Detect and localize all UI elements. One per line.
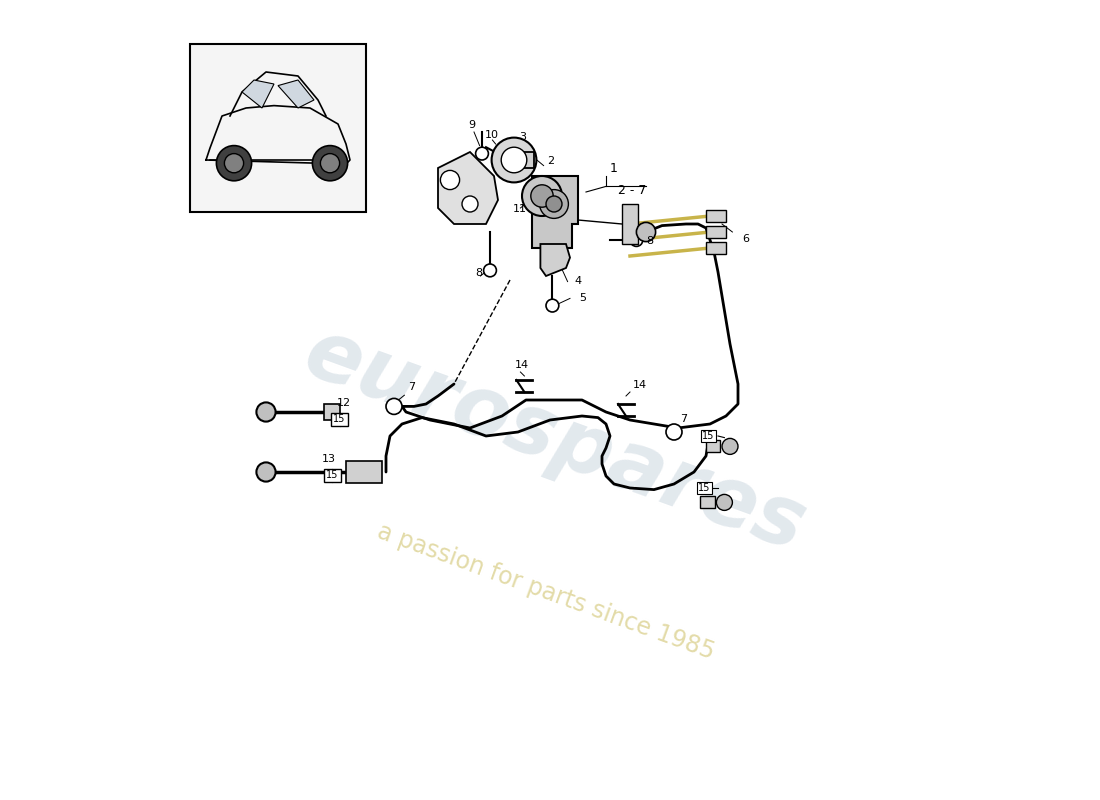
Text: 7: 7 xyxy=(681,414,688,424)
Circle shape xyxy=(540,190,569,218)
Text: 15: 15 xyxy=(698,483,711,493)
Circle shape xyxy=(546,196,562,212)
Circle shape xyxy=(320,154,340,173)
Circle shape xyxy=(484,264,496,277)
Polygon shape xyxy=(242,80,274,108)
Polygon shape xyxy=(540,244,570,276)
Bar xyxy=(706,242,726,254)
Text: 14: 14 xyxy=(632,380,647,390)
Polygon shape xyxy=(278,80,314,108)
Bar xyxy=(323,404,340,420)
Text: 15: 15 xyxy=(702,431,715,441)
Polygon shape xyxy=(514,152,534,168)
Circle shape xyxy=(637,222,656,242)
Bar xyxy=(706,210,726,222)
Text: 15: 15 xyxy=(327,470,339,480)
Circle shape xyxy=(502,147,527,173)
Bar xyxy=(701,496,715,508)
Text: 2 - 7: 2 - 7 xyxy=(618,184,647,197)
Text: 14: 14 xyxy=(515,360,529,370)
Circle shape xyxy=(217,146,252,181)
Circle shape xyxy=(531,185,553,207)
Bar xyxy=(331,413,349,426)
Text: 11: 11 xyxy=(514,204,527,214)
Text: 2: 2 xyxy=(548,156,554,166)
Circle shape xyxy=(492,138,537,182)
Circle shape xyxy=(716,494,733,510)
Text: 1: 1 xyxy=(610,162,618,175)
Circle shape xyxy=(546,299,559,312)
Circle shape xyxy=(256,402,276,422)
Circle shape xyxy=(312,146,348,181)
Circle shape xyxy=(475,147,488,160)
Text: 13: 13 xyxy=(322,454,335,464)
Circle shape xyxy=(666,424,682,440)
Circle shape xyxy=(386,398,402,414)
Bar xyxy=(346,461,382,483)
Text: 5: 5 xyxy=(580,293,586,302)
Text: 15: 15 xyxy=(333,414,345,424)
Bar xyxy=(190,44,366,212)
Bar xyxy=(621,204,638,244)
Text: 12: 12 xyxy=(337,398,351,408)
Text: 10: 10 xyxy=(484,130,498,139)
Circle shape xyxy=(630,234,642,246)
Text: 8: 8 xyxy=(475,268,483,278)
Bar xyxy=(706,226,726,238)
Polygon shape xyxy=(532,176,578,248)
Text: 3: 3 xyxy=(519,132,527,142)
Text: 7: 7 xyxy=(408,382,415,392)
Circle shape xyxy=(722,438,738,454)
Bar xyxy=(323,469,341,482)
Circle shape xyxy=(462,196,478,212)
Polygon shape xyxy=(438,152,498,224)
Text: 6: 6 xyxy=(742,234,749,243)
Bar xyxy=(706,440,721,452)
Text: a passion for parts since 1985: a passion for parts since 1985 xyxy=(374,520,718,664)
Text: 9: 9 xyxy=(469,120,475,130)
Circle shape xyxy=(440,170,460,190)
Circle shape xyxy=(522,176,562,216)
Circle shape xyxy=(224,154,243,173)
Circle shape xyxy=(256,462,276,482)
Text: 4: 4 xyxy=(574,276,581,286)
Text: eurospares: eurospares xyxy=(294,312,817,568)
Text: 8: 8 xyxy=(646,236,653,246)
